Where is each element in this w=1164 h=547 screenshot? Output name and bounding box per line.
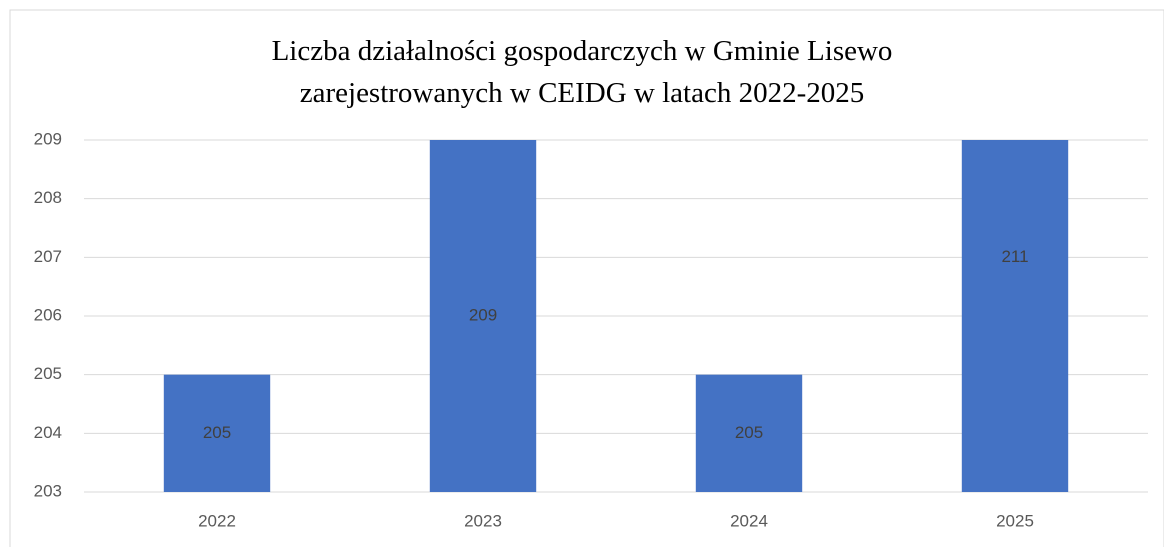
bar <box>695 374 803 492</box>
x-tick-label: 2025 <box>996 511 1034 530</box>
x-tick-label: 2022 <box>198 511 236 530</box>
bar <box>961 140 1069 492</box>
bar <box>163 374 271 492</box>
bar <box>429 140 537 492</box>
y-tick-label: 205 <box>34 364 62 383</box>
x-tick-label: 2023 <box>464 511 502 530</box>
chart-title: Liczba działalności gospodarczych w Gmin… <box>271 35 893 109</box>
data-label: 205 <box>735 423 763 442</box>
y-tick-label: 204 <box>34 423 62 442</box>
x-tick-label: 2024 <box>730 511 768 530</box>
y-tick-label: 203 <box>34 481 62 500</box>
data-label: 205 <box>203 423 231 442</box>
data-label: 209 <box>469 305 497 324</box>
y-tick-label: 209 <box>34 129 62 148</box>
y-tick-label: 207 <box>34 247 62 266</box>
data-label: 211 <box>1001 247 1028 266</box>
y-tick-label: 208 <box>34 188 62 207</box>
chart-border <box>9 9 1164 547</box>
y-tick-label: 206 <box>34 305 62 324</box>
